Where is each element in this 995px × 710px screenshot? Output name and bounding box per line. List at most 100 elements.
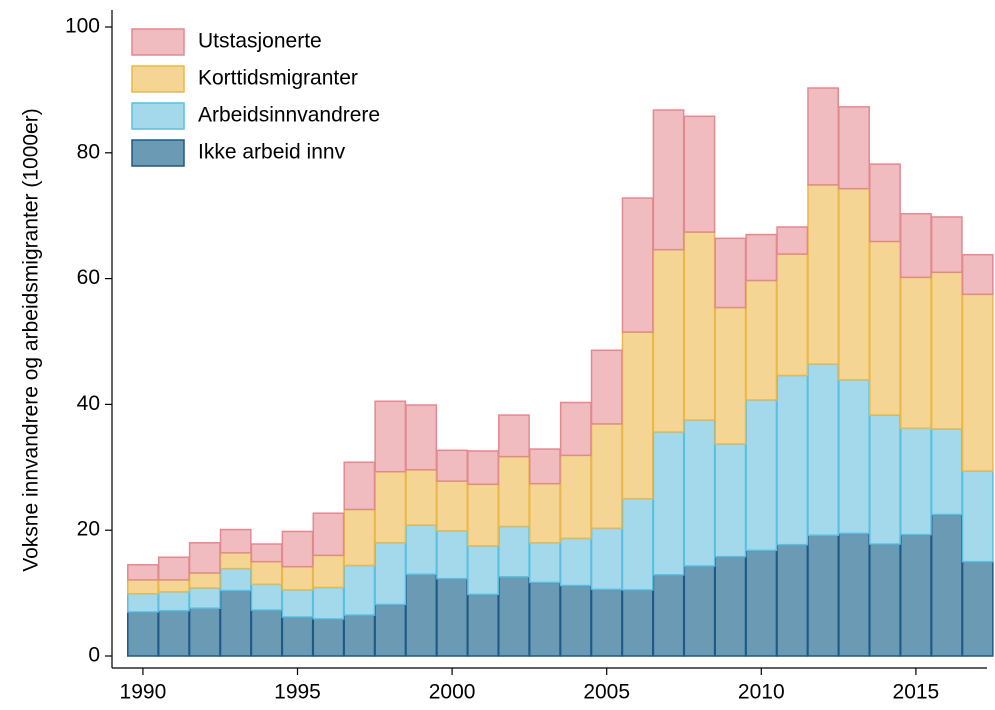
bar-segment <box>127 592 159 613</box>
bar-segment <box>621 498 654 591</box>
bar-segment <box>374 542 407 606</box>
x-tick-label: 2005 <box>583 681 630 704</box>
bar-segment <box>683 115 716 233</box>
bar-segment <box>343 508 376 567</box>
y-tick-label: 40 <box>77 392 100 415</box>
bar-segment <box>343 461 376 511</box>
legend-swatch <box>131 28 185 56</box>
y-tick-label: 0 <box>88 644 100 667</box>
y-tick-label: 100 <box>65 15 100 38</box>
bar-segment <box>127 564 159 581</box>
bar-segment <box>776 374 809 546</box>
bar-segment <box>528 542 561 584</box>
bar-segment <box>930 216 963 274</box>
bar-segment <box>776 226 809 255</box>
bar-segment <box>528 448 561 485</box>
y-axis-label: Voksne innvandrere og arbeidsmigranter (… <box>20 108 43 571</box>
y-tick-label: 60 <box>77 266 100 289</box>
bar-segment <box>745 233 778 282</box>
bar-segment <box>961 560 994 657</box>
bar-segment <box>374 400 407 473</box>
bar-segment <box>559 537 592 587</box>
bar-segment <box>776 253 809 377</box>
bar-segment <box>157 556 190 581</box>
bar-segment <box>807 363 840 536</box>
bar-segment <box>930 513 963 657</box>
bar-segment <box>807 87 840 186</box>
bar-segment <box>250 609 283 657</box>
bar-segment <box>961 470 994 563</box>
bar-segment <box>714 237 747 309</box>
y-tick-label: 80 <box>77 140 100 163</box>
bar-segment <box>436 449 469 482</box>
bar-segment <box>405 404 438 471</box>
x-tick-label: 2015 <box>893 681 940 704</box>
bar-segment <box>312 512 345 557</box>
bar-segment <box>776 543 809 657</box>
bar-segment <box>467 593 499 657</box>
legend-label: Ikke arbeid innv <box>198 141 346 164</box>
bar-segment <box>869 543 901 657</box>
legend-label: Korttidsmigranter <box>198 67 358 90</box>
bar-segment <box>467 483 499 547</box>
bar-segment <box>281 616 314 657</box>
bar-segment <box>157 609 190 657</box>
legend-swatch <box>131 102 185 130</box>
bar-segment <box>498 414 530 458</box>
bar-segment <box>961 293 994 472</box>
bar-segment <box>498 455 530 528</box>
bar-segment <box>312 618 345 657</box>
bar-segment <box>869 240 901 416</box>
bar-segment <box>281 589 314 618</box>
bar-segment <box>157 579 190 593</box>
bar-segment <box>374 470 407 544</box>
bar-segment <box>405 573 438 657</box>
bar-segment <box>467 545 499 596</box>
bar-segment <box>467 450 499 486</box>
bar-segment <box>312 586 345 620</box>
bar-segment <box>498 525 530 578</box>
bar-segment <box>838 187 870 381</box>
bar-segment <box>899 533 932 657</box>
bar-segment <box>838 379 870 535</box>
bar-segment <box>528 482 561 544</box>
bar-segment <box>745 399 778 552</box>
x-tick-label: 2010 <box>738 681 785 704</box>
x-tick-label: 2000 <box>429 681 476 704</box>
bar-segment <box>930 271 963 430</box>
bar-segment <box>436 480 469 532</box>
bar-segment <box>621 197 654 333</box>
bar-segment <box>621 331 654 500</box>
bar-segment <box>652 248 685 433</box>
x-tick-label: 1995 <box>274 681 321 704</box>
bar-segment <box>869 163 901 243</box>
bar-segment <box>436 530 469 580</box>
bar-segment <box>188 572 221 589</box>
bar-segment <box>838 532 870 657</box>
bar-segment <box>652 431 685 576</box>
bar-segment <box>683 231 716 421</box>
x-tick-label: 1990 <box>120 681 167 704</box>
bar-segment <box>714 555 747 657</box>
bar-segment <box>559 584 592 657</box>
bar-segment <box>127 579 159 595</box>
bar-segment <box>343 564 376 616</box>
bar-segment <box>528 581 561 657</box>
legend-label: Utstasjonerte <box>198 30 322 53</box>
bar-segment <box>745 549 778 657</box>
bar-segment <box>219 589 252 657</box>
bar-segment <box>621 589 654 657</box>
bar-segment <box>188 542 221 574</box>
bar-segment <box>559 401 592 457</box>
bar-segment <box>683 419 716 567</box>
bar-segment <box>590 349 623 425</box>
bar-segment <box>652 109 685 251</box>
bar-segment <box>281 565 314 591</box>
bar-segment <box>405 524 438 575</box>
bar-segment <box>157 591 190 612</box>
bar-segment <box>219 567 252 592</box>
bar-segment <box>899 427 932 536</box>
bar-segment <box>219 552 252 570</box>
bar-segment <box>374 603 407 657</box>
